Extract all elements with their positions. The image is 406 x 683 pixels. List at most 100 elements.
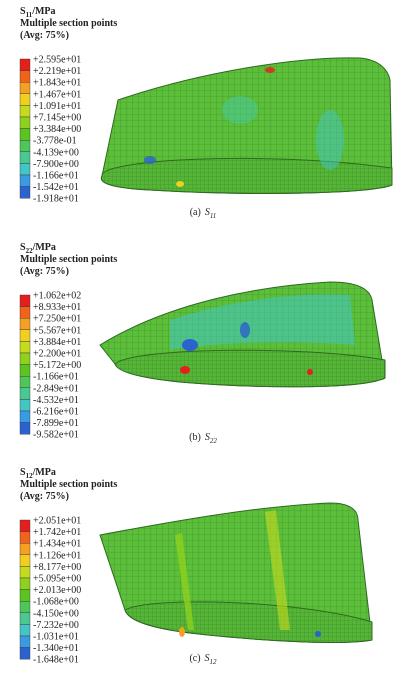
legend-label: -4.139e+00	[33, 147, 79, 158]
legend-label: -1.068e+00	[33, 597, 79, 608]
legend-swatch	[19, 410, 31, 423]
legend-swatch	[19, 93, 31, 106]
legend-label: -3.778e-01	[33, 136, 77, 147]
legend-swatch	[19, 151, 31, 164]
legend-swatch	[19, 58, 31, 71]
subscript: 22	[26, 247, 34, 255]
legend-subtitle: Multiple section points	[20, 479, 117, 490]
legend-label: +5.567e+01	[33, 325, 81, 336]
caption-label: (a)	[190, 207, 201, 218]
legend-average: (Avg: 75%)	[20, 266, 69, 277]
legend-label: -1.542e+01	[33, 182, 79, 193]
legend-swatch	[19, 174, 31, 187]
caption: (a) S11	[190, 207, 217, 220]
legend-swatch	[19, 163, 31, 176]
caption-subscript: 22	[210, 437, 218, 445]
legend-label: -4.150e+00	[33, 608, 79, 619]
legend-label: -7.232e+00	[33, 620, 79, 631]
legend-swatch	[19, 116, 31, 129]
subscript: 11	[26, 11, 33, 19]
legend-label: +5.172e+00	[33, 360, 81, 371]
legend-swatch	[19, 519, 31, 532]
legend-label: -7.899e+01	[33, 418, 79, 429]
legend-label: -1.918e+01	[33, 194, 79, 205]
symbol: S	[20, 467, 26, 478]
legend-label: +3.384e+00	[33, 124, 81, 135]
unit: /MPa	[32, 242, 56, 253]
legend-label: +1.062e+02	[33, 291, 81, 302]
legend-label: -1.340e+01	[33, 643, 79, 654]
legend-label: -6.216e+01	[33, 407, 79, 418]
legend-label: +1.843e+01	[33, 78, 81, 89]
legend-label: +2.051e+01	[33, 516, 81, 527]
legend-label: +1.091e+01	[33, 101, 81, 112]
symbol: S	[20, 242, 26, 253]
legend-label: +3.884e+01	[33, 337, 81, 348]
legend-swatch	[19, 601, 31, 614]
legend-label: -4.532e+01	[33, 395, 79, 406]
legend-swatch	[19, 566, 31, 579]
legend-label: -1.166e+01	[33, 171, 79, 182]
caption-subscript: 12	[210, 658, 218, 666]
legend-swatch	[19, 543, 31, 556]
legend-subtitle: Multiple section points	[20, 18, 117, 29]
legend-subtitle: Multiple section points	[20, 254, 117, 265]
legend-title: S11/MPa	[20, 6, 56, 19]
legend-label: +1.467e+01	[33, 89, 81, 100]
legend-title: S12/MPa	[20, 467, 56, 480]
wing-model	[99, 502, 373, 643]
caption-subscript: 11	[210, 212, 216, 220]
legend-swatch	[19, 139, 31, 152]
legend-swatch	[19, 422, 31, 435]
legend-label: +7.250e+01	[33, 314, 81, 325]
legend-label: -1.166e+01	[33, 372, 79, 383]
caption-symbol: S	[205, 432, 210, 443]
legend-label: +8.177e+00	[33, 562, 81, 573]
unit: /MPa	[31, 6, 55, 17]
legend-label: +8.933e+01	[33, 302, 81, 313]
legend-swatch	[19, 186, 31, 199]
legend-swatch	[19, 647, 31, 660]
legend-title: S22/MPa	[20, 242, 56, 255]
legend-swatch	[19, 81, 31, 94]
legend-label: +2.200e+01	[33, 349, 81, 360]
legend-swatch	[19, 341, 31, 354]
legend-label: +1.434e+01	[33, 539, 81, 550]
legend-label: +2.219e+01	[33, 66, 81, 77]
caption-label: (b)	[189, 432, 201, 443]
caption-symbol: S	[205, 653, 210, 664]
legend-label: +1.126e+01	[33, 550, 81, 561]
legend-swatch	[19, 577, 31, 590]
legend-label: +2.013e+00	[33, 585, 81, 596]
wing-model	[100, 57, 393, 194]
caption-symbol: S	[205, 207, 210, 218]
legend-swatch	[19, 376, 31, 389]
legend-swatch	[19, 635, 31, 648]
legend-label: -2.849e+01	[33, 383, 79, 394]
legend-swatch	[19, 624, 31, 637]
legend-label: -9.582e+01	[33, 430, 79, 441]
legend-swatch	[19, 352, 31, 365]
legend-swatch	[19, 364, 31, 377]
wing-model	[99, 281, 386, 388]
caption: (c) S12	[189, 653, 217, 666]
legend-swatch	[19, 70, 31, 83]
legend-swatch	[19, 554, 31, 567]
legend-label: +1.742e+01	[33, 527, 81, 538]
legend-label: +2.595e+01	[33, 55, 81, 66]
legend-swatch	[19, 318, 31, 331]
legend-swatch	[19, 399, 31, 412]
legend-label: -1.648e+01	[33, 655, 79, 666]
legend-label: +5.095e+00	[33, 574, 81, 585]
legend-average: (Avg: 75%)	[20, 30, 69, 41]
caption-label: (c)	[189, 653, 200, 664]
legend-swatch	[19, 306, 31, 319]
symbol: S	[20, 6, 26, 17]
legend-label: +7.145e+00	[33, 113, 81, 124]
legend-swatch	[19, 294, 31, 307]
legend-swatch	[19, 589, 31, 602]
